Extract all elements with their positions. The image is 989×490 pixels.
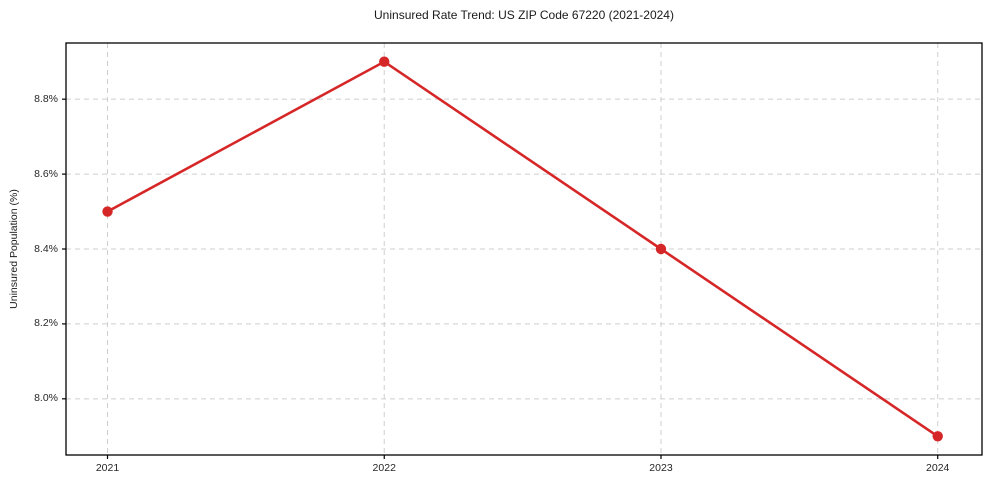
y-tick-label: 8.6%	[34, 167, 58, 180]
x-tick-label: 2023	[649, 462, 673, 474]
y-tick-label: 8.4%	[34, 242, 58, 255]
y-tick-label: 8.0%	[34, 392, 58, 405]
x-tick-label: 2024	[926, 462, 950, 474]
chart-title: Uninsured Rate Trend: US ZIP Code 67220 …	[374, 8, 674, 22]
x-tick-label: 2021	[95, 462, 120, 474]
y-tick-label: 8.8%	[34, 92, 58, 105]
x-tick-label: 2022	[372, 462, 396, 474]
trend-line	[106, 60, 940, 438]
data-point-marker	[379, 56, 390, 67]
data-point-marker	[655, 243, 667, 255]
axes-spines	[65, 42, 983, 456]
data-point-marker	[932, 431, 943, 442]
data-point-marker	[102, 206, 113, 217]
y-tick-label: 8.2%	[34, 317, 58, 330]
